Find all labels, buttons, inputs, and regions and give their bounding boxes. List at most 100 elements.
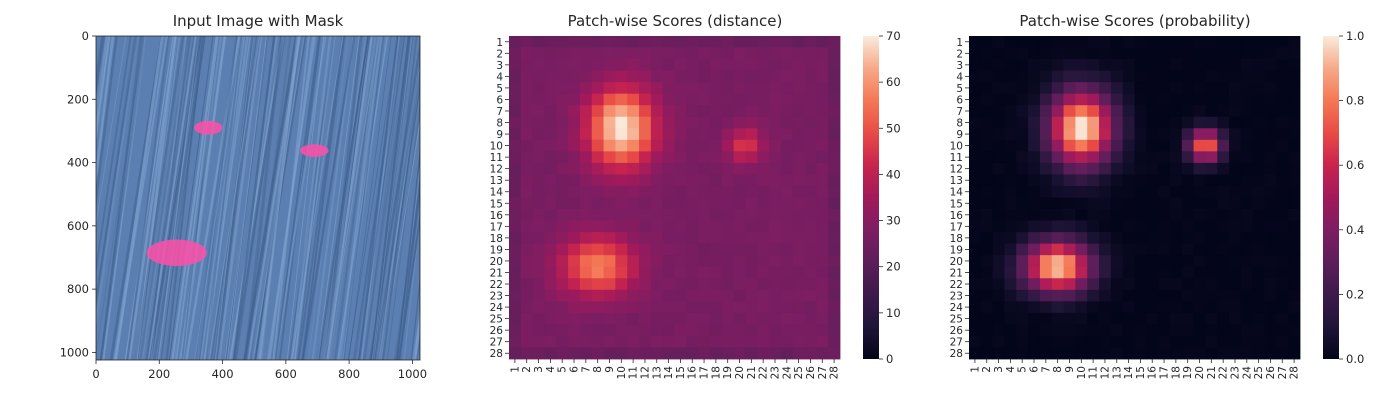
- heatmap-cell: [1028, 255, 1041, 268]
- heatmap-cell: [1110, 36, 1124, 48]
- heatmap-cell: [1217, 335, 1230, 348]
- heatmap-cell: [603, 209, 616, 221]
- heatmap-cell: [639, 162, 652, 175]
- heatmap-cell: [733, 116, 746, 129]
- heatmap-cell: [1276, 174, 1289, 187]
- heatmap-cell: [804, 185, 817, 198]
- heatmap-cell: [674, 82, 687, 95]
- y-tick-label: 800: [67, 282, 89, 296]
- heatmap-cell: [1087, 324, 1100, 337]
- heatmap-cell: [686, 151, 699, 164]
- heatmap-cell: [627, 185, 640, 198]
- heatmap-cell: [1099, 151, 1112, 164]
- heatmap-cell: [1217, 232, 1230, 245]
- heatmap-cell: [1039, 105, 1053, 118]
- probability-colorbar: [1323, 36, 1339, 359]
- heatmap-cell: [980, 266, 994, 279]
- heatmap-cell: [1146, 174, 1159, 187]
- heatmap-cell: [1063, 105, 1076, 118]
- heatmap-cell: [1158, 335, 1171, 348]
- heatmap-cell: [969, 47, 982, 60]
- heatmap-cell: [757, 220, 770, 233]
- heatmap-cell: [828, 47, 841, 60]
- texture-streak: [448, 36, 493, 360]
- heatmap-cell: [1158, 243, 1171, 256]
- heatmap-cell: [603, 335, 616, 348]
- texture-streak: [301, 36, 356, 360]
- heatmap-cell: [591, 243, 604, 256]
- y-tick-label: 25: [950, 314, 963, 326]
- heatmap-cell: [662, 185, 675, 198]
- heatmap-cell: [1122, 116, 1135, 129]
- heatmap-cell: [579, 220, 593, 233]
- heatmap-cell: [1122, 312, 1135, 325]
- heatmap-cell: [1217, 209, 1230, 221]
- heatmap-cell: [1039, 36, 1053, 48]
- heatmap-cell: [662, 209, 675, 221]
- heatmap-cell: [1039, 232, 1053, 245]
- heatmap-cell: [1087, 255, 1100, 268]
- heatmap-cell: [969, 185, 982, 198]
- heatmap-cell: [556, 232, 569, 245]
- heatmap-cell: [556, 185, 569, 198]
- heatmap-cell: [509, 232, 522, 245]
- heatmap-cell: [1229, 255, 1242, 268]
- heatmap-cell: [1264, 301, 1277, 314]
- heatmap-cell: [1075, 59, 1088, 72]
- heatmap-cell: [509, 220, 522, 233]
- heatmap-cell: [709, 70, 723, 83]
- heatmap-cell: [792, 266, 805, 279]
- heatmap-cell: [1264, 347, 1277, 360]
- heatmap-cell: [639, 278, 652, 291]
- heatmap-cell: [992, 289, 1005, 302]
- heatmap-cell: [1004, 105, 1017, 118]
- heatmap-cell: [1229, 335, 1242, 348]
- heatmap-cell: [1063, 255, 1076, 268]
- heatmap-cell: [769, 82, 782, 95]
- heatmap-cell: [1252, 255, 1265, 268]
- heatmap-cell: [721, 59, 735, 72]
- heatmap-cell: [769, 174, 782, 187]
- heatmap-cell: [1134, 128, 1147, 141]
- heatmap-cell: [1288, 139, 1301, 152]
- heatmap-cell: [579, 335, 593, 348]
- y-tick-label: 5: [956, 83, 963, 95]
- heatmap-cell: [686, 174, 699, 187]
- heatmap-cell: [1051, 93, 1064, 106]
- heatmap-cell: [1205, 162, 1218, 175]
- x-tick-label: 26: [805, 366, 817, 380]
- heatmap-cell: [1252, 105, 1265, 118]
- heatmap-cell: [698, 301, 711, 314]
- heatmap-cell: [1016, 255, 1029, 268]
- y-tick-label: 26: [490, 325, 504, 337]
- heatmap-cell: [792, 278, 805, 291]
- x-tick-label: 28: [1289, 366, 1301, 379]
- heatmap-cell: [969, 116, 982, 129]
- heatmap-cell: [532, 324, 545, 337]
- heatmap-cell: [745, 347, 758, 360]
- heatmap-cell: [804, 70, 817, 83]
- heatmap-cell: [816, 139, 829, 152]
- heatmap-cell: [1134, 197, 1147, 210]
- heatmap-cell: [1039, 324, 1053, 337]
- heatmap-cell: [780, 255, 794, 268]
- heatmap-cell: [745, 185, 758, 198]
- heatmap-cell: [1181, 139, 1195, 152]
- heatmap-cell: [1039, 151, 1053, 164]
- heatmap-cell: [1229, 312, 1242, 325]
- heatmap-cell: [568, 70, 581, 83]
- heatmap-cell: [1016, 324, 1029, 337]
- heatmap-cell: [709, 197, 723, 210]
- heatmap-cell: [721, 162, 735, 175]
- heatmap-cell: [828, 197, 841, 210]
- heatmap-cell: [698, 105, 711, 118]
- heatmap-cell: [1028, 36, 1041, 48]
- heatmap-cell: [1181, 232, 1195, 245]
- texture-streak: [396, 146, 420, 360]
- heatmap-cell: [615, 347, 628, 360]
- heatmap-cell: [662, 255, 675, 268]
- heatmap-cell: [603, 82, 616, 95]
- heatmap-cell: [509, 255, 522, 268]
- heatmap-cell: [1158, 347, 1171, 360]
- heatmap-cell: [769, 220, 782, 233]
